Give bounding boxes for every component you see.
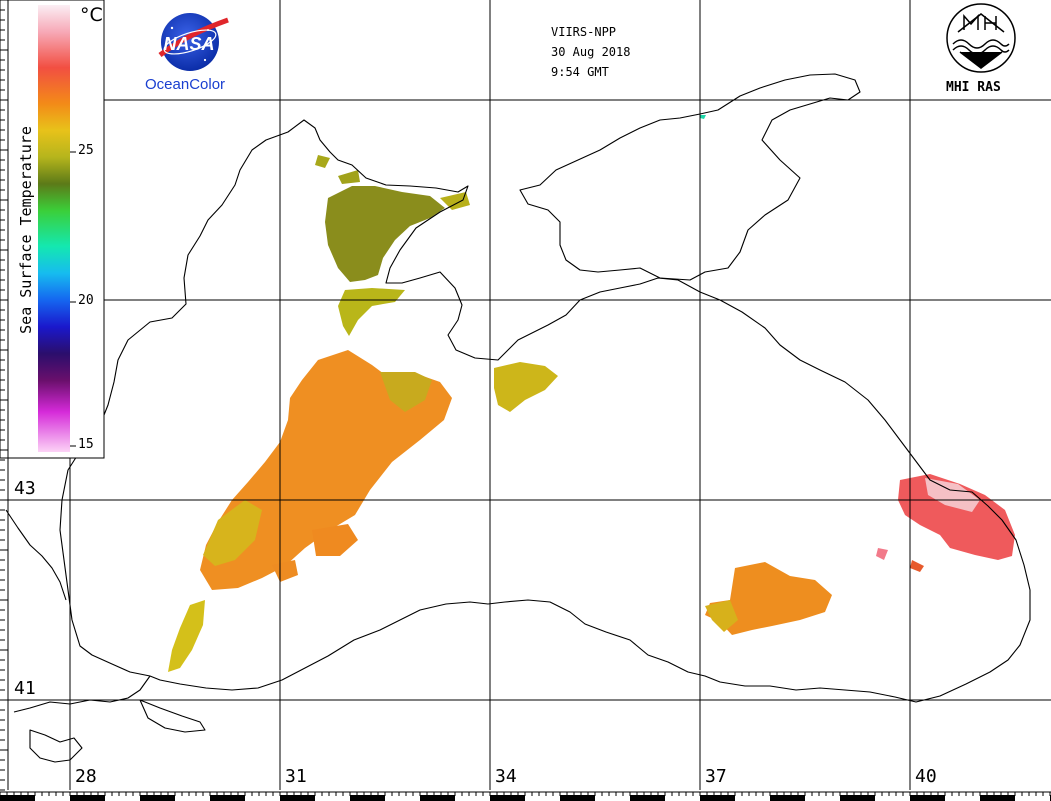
satellite-name: VIIRS-NPP <box>551 25 617 39</box>
bottom-ticks <box>0 792 1051 801</box>
sst-patch-southeast <box>898 474 1015 560</box>
bottom-scale-segment <box>280 795 315 801</box>
longitude-label-40: 40 <box>915 766 937 787</box>
bottom-scale-segment <box>350 795 385 801</box>
colorbar-title: Sea Surface Temperature <box>17 126 35 334</box>
longitude-label-31: 31 <box>285 766 307 787</box>
bottom-scale-segment <box>140 795 175 801</box>
sst-data-patches <box>168 115 1015 672</box>
bottom-scale-segment <box>560 795 595 801</box>
colorbar-gradient <box>38 5 70 452</box>
nasa-logo-text: NASA <box>163 34 214 54</box>
bottom-scale-segment <box>770 795 805 801</box>
colorbar-tick-25: 25 <box>78 143 94 158</box>
colorbar <box>0 0 105 459</box>
latitude-label-41: 41 <box>14 678 36 699</box>
mhi-logo <box>946 3 1016 73</box>
colorbar-tick-20: 20 <box>78 293 94 308</box>
bottom-scale-segment <box>630 795 665 801</box>
colorbar-unit: °C <box>80 4 103 26</box>
bottom-scale-segment <box>980 795 1015 801</box>
oceancolor-caption: OceanColor <box>145 76 226 93</box>
bottom-scale-segment <box>210 795 245 801</box>
longitude-label-37: 37 <box>705 766 727 787</box>
latitude-label-43: 43 <box>14 478 36 499</box>
bottom-scale-segment <box>910 795 945 801</box>
sst-patch-northwest <box>325 186 445 282</box>
sst-patch-east-central <box>705 562 832 635</box>
bottom-scale-segment <box>490 795 525 801</box>
nasa-logo: NASA <box>158 13 229 71</box>
mhi-ras-caption: MHI RAS <box>946 80 1001 95</box>
coastline <box>5 73 1031 763</box>
acquisition-time: 9:54 GMT <box>551 65 609 79</box>
bottom-scale-segment <box>0 795 35 801</box>
bottom-scale-segment <box>700 795 735 801</box>
bottom-scale-segment <box>840 795 875 801</box>
longitude-label-34: 34 <box>495 766 517 787</box>
acquisition-date: 30 Aug 2018 <box>551 45 631 59</box>
colorbar-tick-15: 15 <box>78 437 94 452</box>
longitude-label-28: 28 <box>75 766 97 787</box>
left-ticks <box>0 0 8 791</box>
sst-patch-west-central <box>200 350 452 590</box>
bottom-scale-segment <box>70 795 105 801</box>
bottom-scale-segment <box>420 795 455 801</box>
sst-patch-central <box>494 362 558 412</box>
